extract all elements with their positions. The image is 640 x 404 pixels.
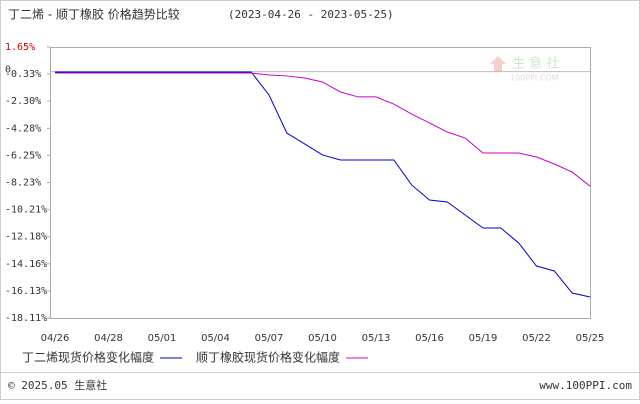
x-tick-label: 05/19 — [469, 333, 498, 344]
y-tick-label: -12.18% — [5, 232, 47, 243]
x-tick-label: 04/28 — [94, 333, 123, 344]
y-tick-label: -2.30% — [5, 96, 41, 107]
watermark-site: 100PPI.COM — [510, 74, 559, 83]
x-tick-label: 05/01 — [148, 333, 177, 344]
x-tick-label: 05/25 — [576, 333, 605, 344]
y-tick-label: -0.33% — [5, 69, 41, 80]
plot-area — [50, 47, 591, 319]
y-tick-label: -8.23% — [5, 178, 41, 189]
x-tick-label: 05/22 — [522, 333, 551, 344]
y-tick-label: -10.21% — [5, 205, 47, 216]
legend-label: 顺丁橡胶现货价格变化幅度 — [196, 350, 340, 365]
series-line — [55, 71, 591, 298]
x-tick-label: 04/26 — [41, 333, 70, 344]
series-line — [55, 72, 591, 187]
watermark-name: 生 意 社 — [512, 56, 559, 72]
x-tick-label: 05/13 — [362, 333, 391, 344]
y-tick-label: 1.65% — [5, 42, 35, 53]
y-tick-label: -4.28% — [5, 123, 41, 134]
y-tick-label: -14.16% — [5, 259, 47, 270]
footer-url: www.100PPI.com — [539, 379, 632, 392]
x-tick-label: 05/16 — [415, 333, 444, 344]
y-tick-label: -6.25% — [5, 150, 41, 161]
x-tick-label: 05/04 — [201, 333, 230, 344]
date-range: (2023-04-26 - 2023-05-25) — [228, 8, 394, 21]
watermark: 生 意 社 100PPI.COM — [490, 56, 559, 83]
x-tick-label: 05/07 — [255, 333, 284, 344]
x-tick-label: 05/10 — [308, 333, 337, 344]
baseline-label: 0 — [5, 65, 11, 76]
copyright: © 2025.05 生意社 — [8, 378, 107, 392]
legend-label: 丁二烯现货价格变化幅度 — [22, 350, 154, 365]
chart-title: 丁二烯 - 顺丁橡胶 价格趋势比较 — [8, 7, 180, 22]
watermark-logo — [490, 56, 506, 72]
y-tick-label: -16.13% — [5, 286, 47, 297]
y-tick-label: -18.11% — [5, 313, 47, 324]
